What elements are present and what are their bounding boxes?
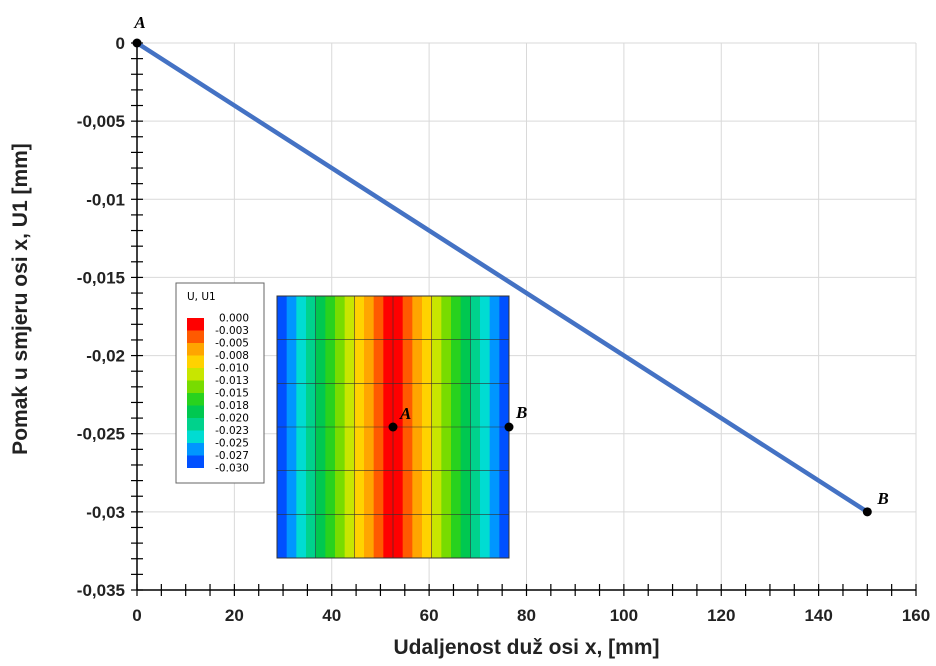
legend-value: -0.025 [215,438,249,450]
y-tick-label: -0,02 [86,347,125,366]
point-b-label: B [876,489,888,508]
point-b-marker [862,507,872,517]
inset-point-a-label: A [399,404,411,423]
x-tick-label: 40 [322,606,341,625]
legend-swatch [187,343,204,356]
y-tick-label: -0,005 [77,112,125,131]
legend-value: -0.020 [215,413,249,425]
x-tick-label: 80 [517,606,536,625]
legend-value: -0.008 [215,350,249,362]
x-tick-label: 120 [707,606,735,625]
legend-value: -0.030 [215,463,249,475]
y-tick-label: -0,01 [86,190,125,209]
inset-point-a-marker [388,422,398,432]
point-a-marker [132,38,142,48]
legend-swatch [187,418,204,431]
legend-swatch [187,443,204,456]
x-tick-label: 60 [420,606,439,625]
legend-value: -0.023 [215,425,249,437]
legend-swatch [187,430,204,443]
inset: U, U10.000-0.003-0.005-0.008-0.010-0.013… [175,282,527,559]
x-tick-label: 0 [132,606,141,625]
legend-value: -0.015 [215,388,249,400]
legend-swatch [187,368,204,381]
legend-swatch [187,393,204,406]
x-tick-label: 160 [902,606,930,625]
x-tick-label: 20 [225,606,244,625]
legend-value: -0.027 [215,450,249,462]
legend-value: -0.010 [215,363,249,375]
legend-swatch [187,405,204,418]
legend-value: -0.013 [215,375,249,387]
legend-value: -0.018 [215,400,249,412]
grid [137,42,917,590]
y-tick-label: -0,015 [77,268,125,287]
legend-value: -0.003 [215,325,249,337]
legend-title: U, U1 [187,291,216,303]
x-tick-label: 140 [804,606,832,625]
legend-swatch [187,455,204,468]
point-a-label: A [133,13,145,32]
legend-swatch [187,330,204,343]
y-tick-label: -0,035 [77,581,125,600]
legend-value: -0.005 [215,338,249,350]
series [134,40,870,515]
y-tick-label: -0,03 [86,503,125,522]
data-points: AB [132,13,889,517]
inset-point-b-label: B [515,403,527,422]
tick-labels: 0 20 40 60 80 100 120 140 160 0 -0,005 -0,01 -0,015 -… [77,34,930,625]
legend-swatch [187,318,204,331]
legend-swatch [187,355,204,368]
inset-point-b-marker [504,422,514,432]
legend-value: 0.000 [219,313,249,325]
axes [131,42,917,596]
y-tick-label: -0,025 [77,425,125,444]
y-tick-label: 0 [116,34,125,53]
series-line [134,40,870,515]
x-axis-label: Udaljenost duž osi x, [mm] [393,636,660,659]
legend-swatch [187,380,204,393]
y-axis-label: Pomak u smjeru osi x, U1 [mm] [9,143,32,455]
x-tick-label: 100 [610,606,638,625]
